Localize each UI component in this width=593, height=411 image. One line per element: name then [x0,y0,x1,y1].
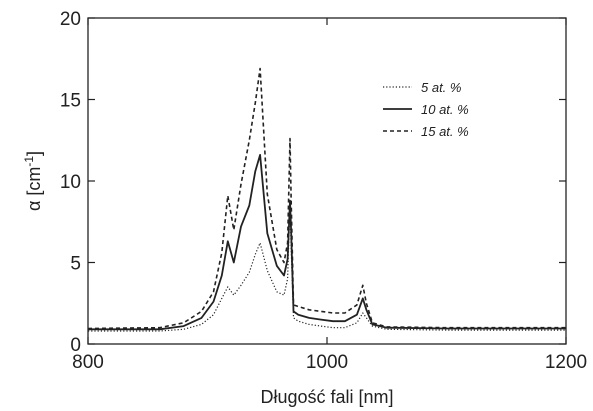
x-tick-label: 1000 [306,352,348,373]
y-tick-label: 15 [60,91,81,112]
plot-frame [87,17,567,345]
legend: 5 at. % 10 at. % 15 at. % [383,80,469,139]
series-layer [87,67,566,332]
y-tick-label: 5 [70,254,81,275]
legend-label-1: 5 at. % [421,80,461,95]
x-tick-label: 800 [72,352,104,373]
series-line-3 [87,67,566,330]
x-tick-label: 1200 [545,352,587,373]
series-line-1 [88,200,566,332]
y-tick-label: 10 [60,172,81,193]
y-tick-label: 0 [70,335,81,356]
x-axis-label: Długość fali [nm] [260,387,393,407]
y-axis-label: α [cm-1] [22,151,44,211]
series-line-2 [88,153,566,331]
axis-ticks: 800 1000 1200 0 5 10 15 20 [60,9,587,373]
legend-label-2: 10 at. % [421,102,469,117]
legend-label-3: 15 at. % [421,124,469,139]
y-tick-label: 20 [60,9,81,30]
